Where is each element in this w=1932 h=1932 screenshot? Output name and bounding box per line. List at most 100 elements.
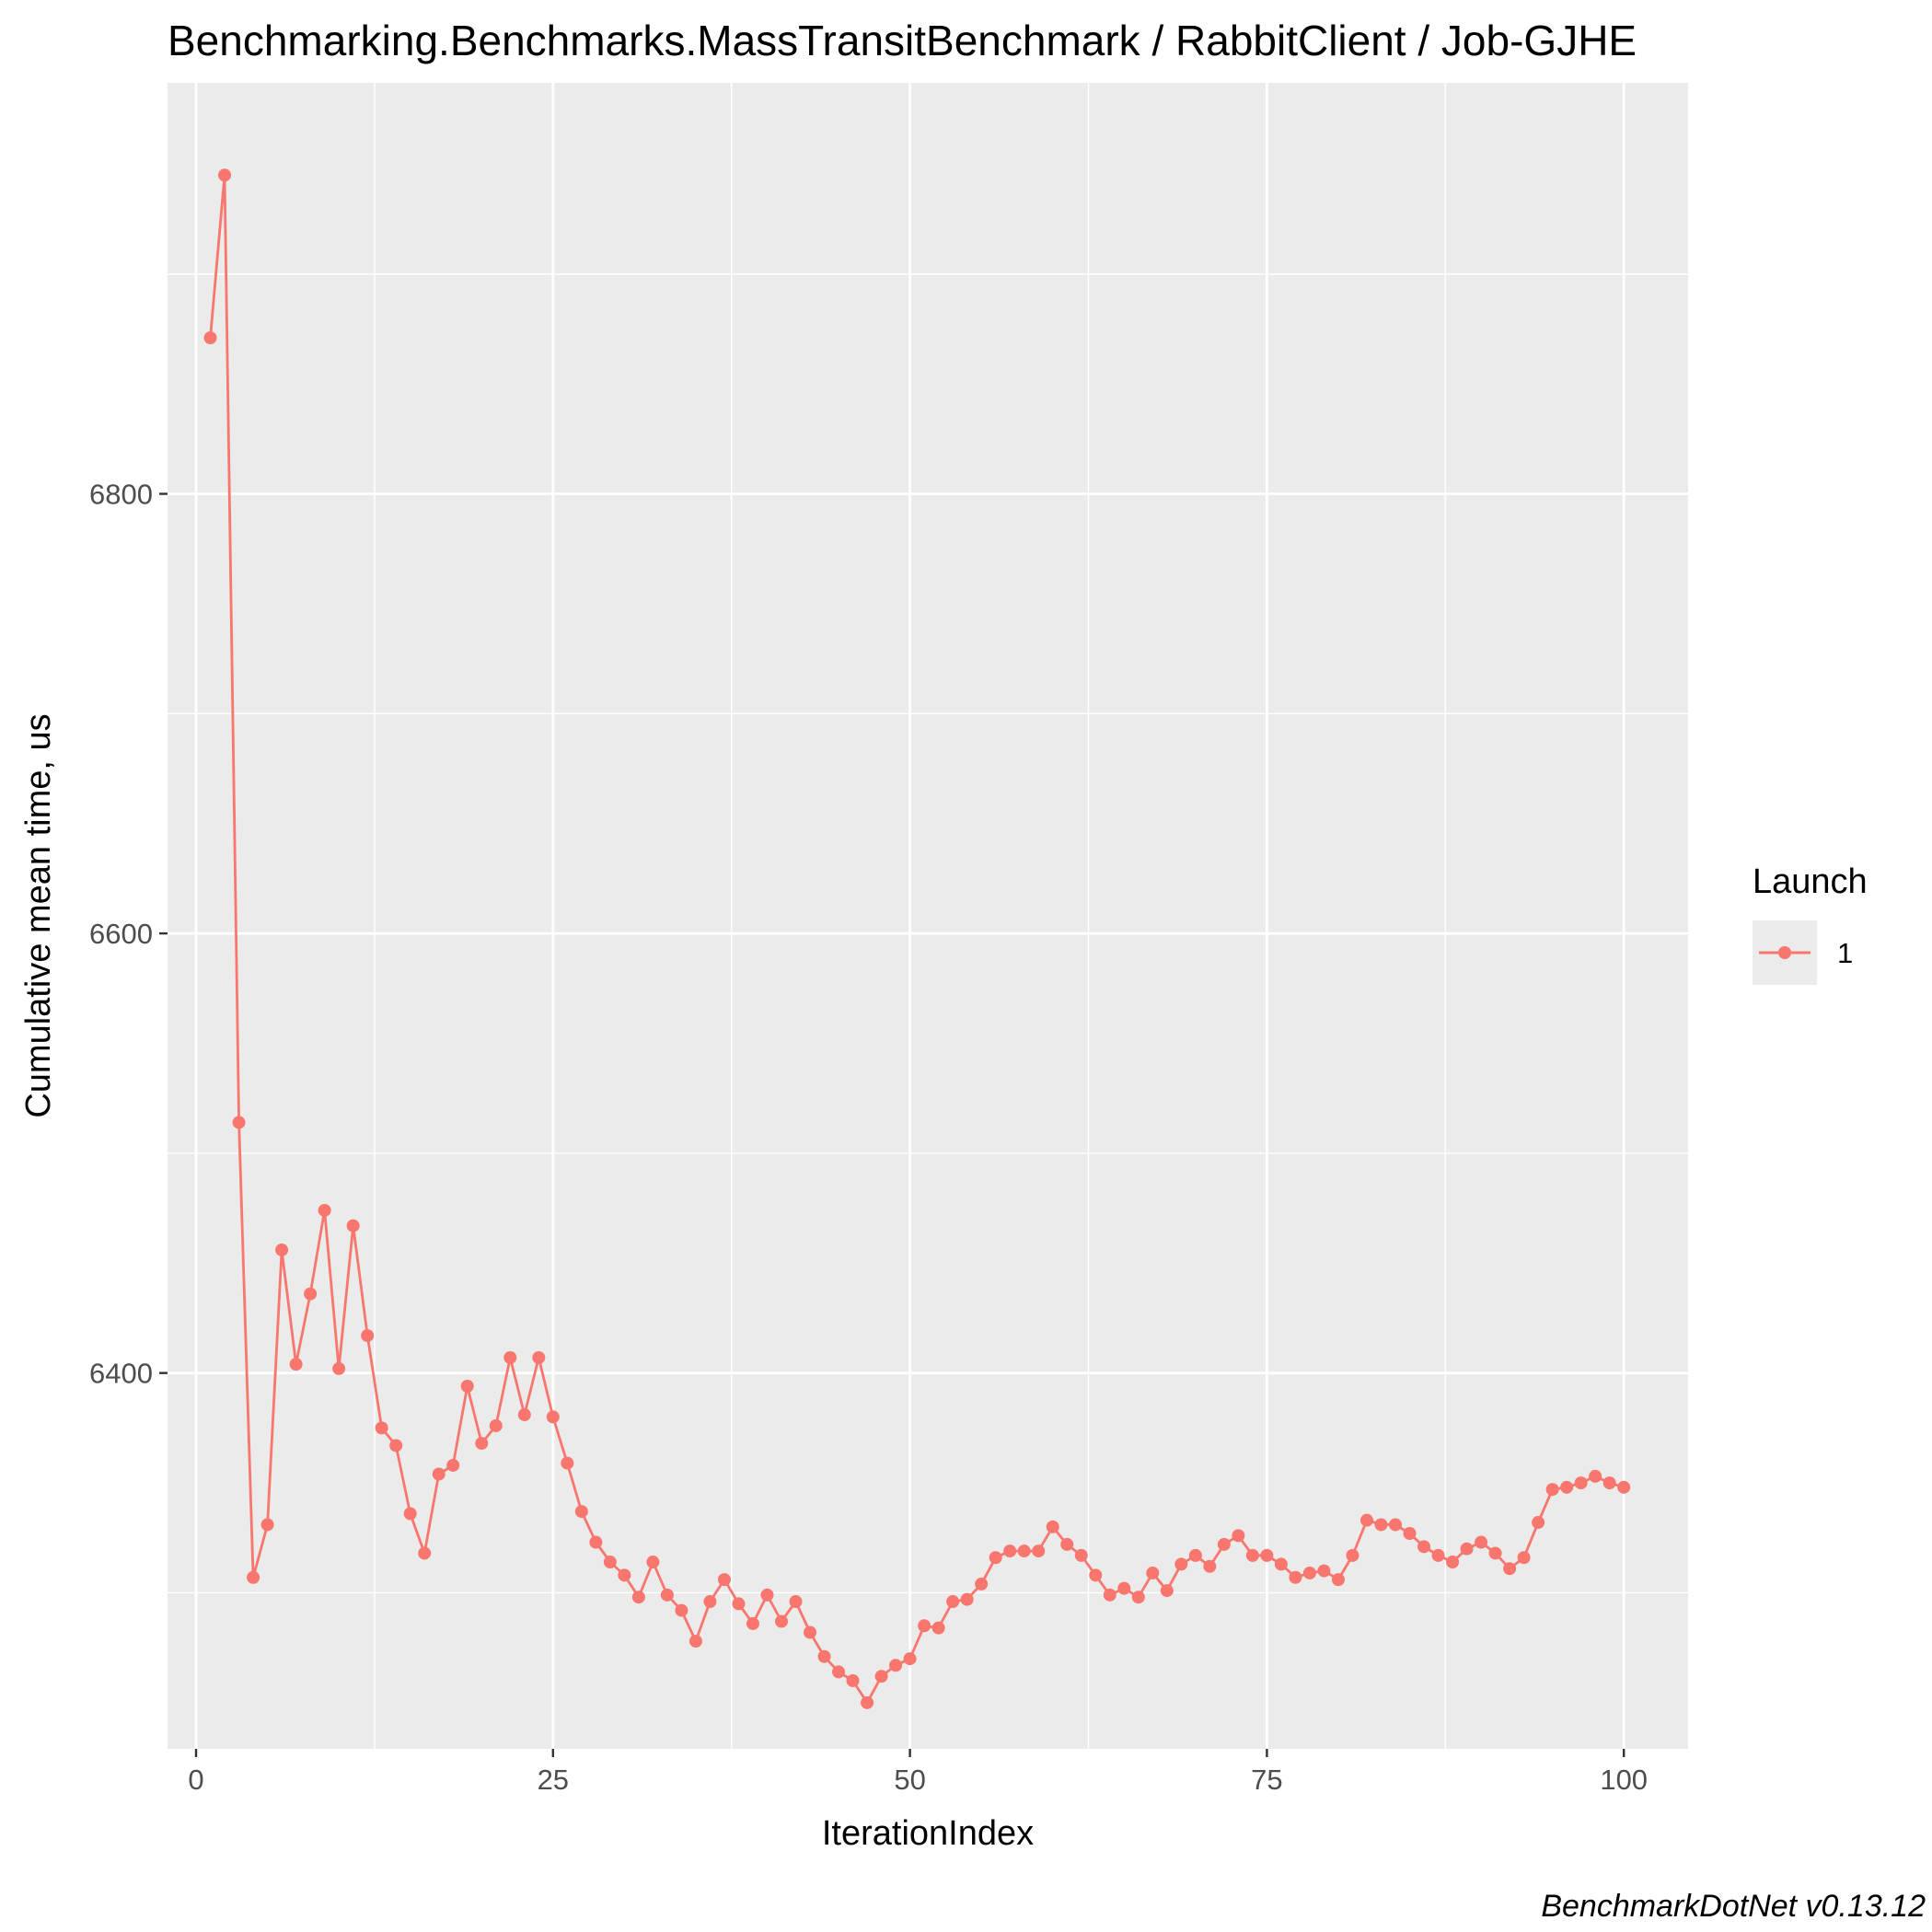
data-point — [289, 1358, 303, 1371]
data-point — [1617, 1480, 1631, 1494]
data-point — [1475, 1535, 1488, 1549]
data-point — [232, 1116, 246, 1129]
data-point — [817, 1649, 831, 1663]
data-point — [1046, 1520, 1059, 1533]
data-point — [1403, 1526, 1417, 1540]
y-axis: 6400 6600 6800 — [89, 479, 168, 1390]
data-point — [631, 1591, 645, 1604]
data-point — [561, 1456, 574, 1470]
data-point — [1232, 1529, 1245, 1543]
data-point — [675, 1603, 688, 1617]
legend: Launch 1 — [1753, 862, 1868, 985]
data-point — [275, 1243, 289, 1256]
data-point — [760, 1588, 774, 1602]
data-point — [304, 1287, 318, 1301]
data-point — [931, 1621, 945, 1635]
data-point — [1602, 1476, 1616, 1490]
data-point — [1417, 1540, 1431, 1554]
data-point — [460, 1380, 474, 1394]
data-point — [1517, 1551, 1531, 1565]
data-point — [432, 1467, 445, 1481]
series-layer — [203, 168, 1631, 1709]
data-point — [804, 1625, 817, 1639]
data-point — [789, 1595, 803, 1609]
data-point — [1217, 1537, 1231, 1551]
data-point — [646, 1556, 660, 1569]
data-point — [1089, 1568, 1103, 1582]
data-point — [846, 1673, 860, 1687]
data-point — [1446, 1556, 1460, 1569]
data-point — [318, 1203, 331, 1217]
data-point — [1560, 1480, 1574, 1494]
data-point — [618, 1568, 631, 1582]
data-point — [1074, 1548, 1088, 1562]
chart-title: Benchmarking.Benchmarks.MassTransitBench… — [168, 17, 1637, 64]
data-point — [389, 1439, 403, 1452]
y-tick-label: 6600 — [89, 918, 153, 950]
data-point — [732, 1597, 746, 1611]
data-point — [1131, 1591, 1145, 1604]
data-point — [489, 1418, 503, 1432]
x-axis-title: IterationIndex — [822, 1814, 1034, 1853]
data-point — [1103, 1588, 1116, 1602]
data-point — [1032, 1544, 1046, 1558]
plot-panel — [168, 83, 1688, 1749]
y-tick-label: 6800 — [89, 479, 153, 511]
data-point — [1302, 1566, 1316, 1579]
data-point — [1274, 1557, 1288, 1571]
data-point — [989, 1551, 1002, 1565]
data-point — [1431, 1548, 1445, 1562]
series-line — [209, 173, 1625, 1705]
data-point — [1289, 1570, 1302, 1584]
legend-title: Launch — [1753, 862, 1868, 901]
data-point — [660, 1588, 674, 1602]
data-point — [1003, 1544, 1017, 1558]
data-point — [703, 1595, 717, 1609]
data-point — [1017, 1544, 1031, 1558]
caption: BenchmarkDotNet v0.13.12 — [1541, 1889, 1926, 1924]
data-point — [574, 1505, 588, 1519]
data-point — [332, 1361, 346, 1375]
data-point — [861, 1695, 874, 1709]
data-point — [218, 168, 232, 182]
data-point — [375, 1421, 388, 1435]
data-point — [260, 1518, 274, 1532]
data-point — [589, 1535, 603, 1549]
data-point — [1260, 1548, 1274, 1562]
data-point — [517, 1408, 531, 1422]
data-point — [1532, 1516, 1545, 1530]
data-point — [1146, 1566, 1160, 1579]
x-axis: 0 25 50 75 100 — [188, 1749, 1648, 1796]
data-point — [918, 1619, 931, 1633]
data-point — [1359, 1513, 1373, 1527]
x-tick-label: 0 — [188, 1764, 203, 1796]
y-axis-title: Cumulative mean time, us — [19, 713, 58, 1117]
data-point — [717, 1573, 731, 1587]
data-point — [1060, 1537, 1074, 1551]
data-point — [960, 1592, 974, 1606]
data-point — [1574, 1476, 1588, 1490]
data-point — [775, 1614, 789, 1628]
data-point — [1188, 1548, 1202, 1562]
data-point — [446, 1458, 460, 1472]
data-point — [203, 330, 217, 344]
minor-gridlines — [168, 83, 1688, 1749]
data-point — [874, 1670, 888, 1683]
data-point — [1331, 1573, 1345, 1587]
data-point — [1589, 1469, 1602, 1483]
data-point — [603, 1556, 617, 1569]
data-point — [418, 1546, 432, 1560]
data-point — [903, 1652, 917, 1666]
data-point — [1245, 1548, 1259, 1562]
data-point — [403, 1507, 417, 1521]
data-point — [346, 1219, 360, 1232]
data-point — [1346, 1548, 1359, 1562]
data-point — [361, 1329, 375, 1343]
data-point — [1203, 1559, 1217, 1573]
x-tick-label: 25 — [538, 1764, 569, 1796]
data-point — [503, 1350, 517, 1364]
data-point — [1160, 1584, 1174, 1598]
data-point — [1374, 1518, 1388, 1532]
data-point — [975, 1577, 989, 1591]
